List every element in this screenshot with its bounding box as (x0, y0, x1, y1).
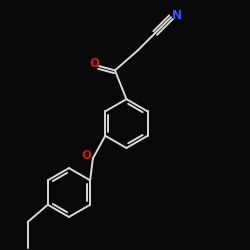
Text: N: N (172, 9, 182, 22)
Text: O: O (89, 57, 99, 70)
Text: O: O (82, 149, 92, 162)
